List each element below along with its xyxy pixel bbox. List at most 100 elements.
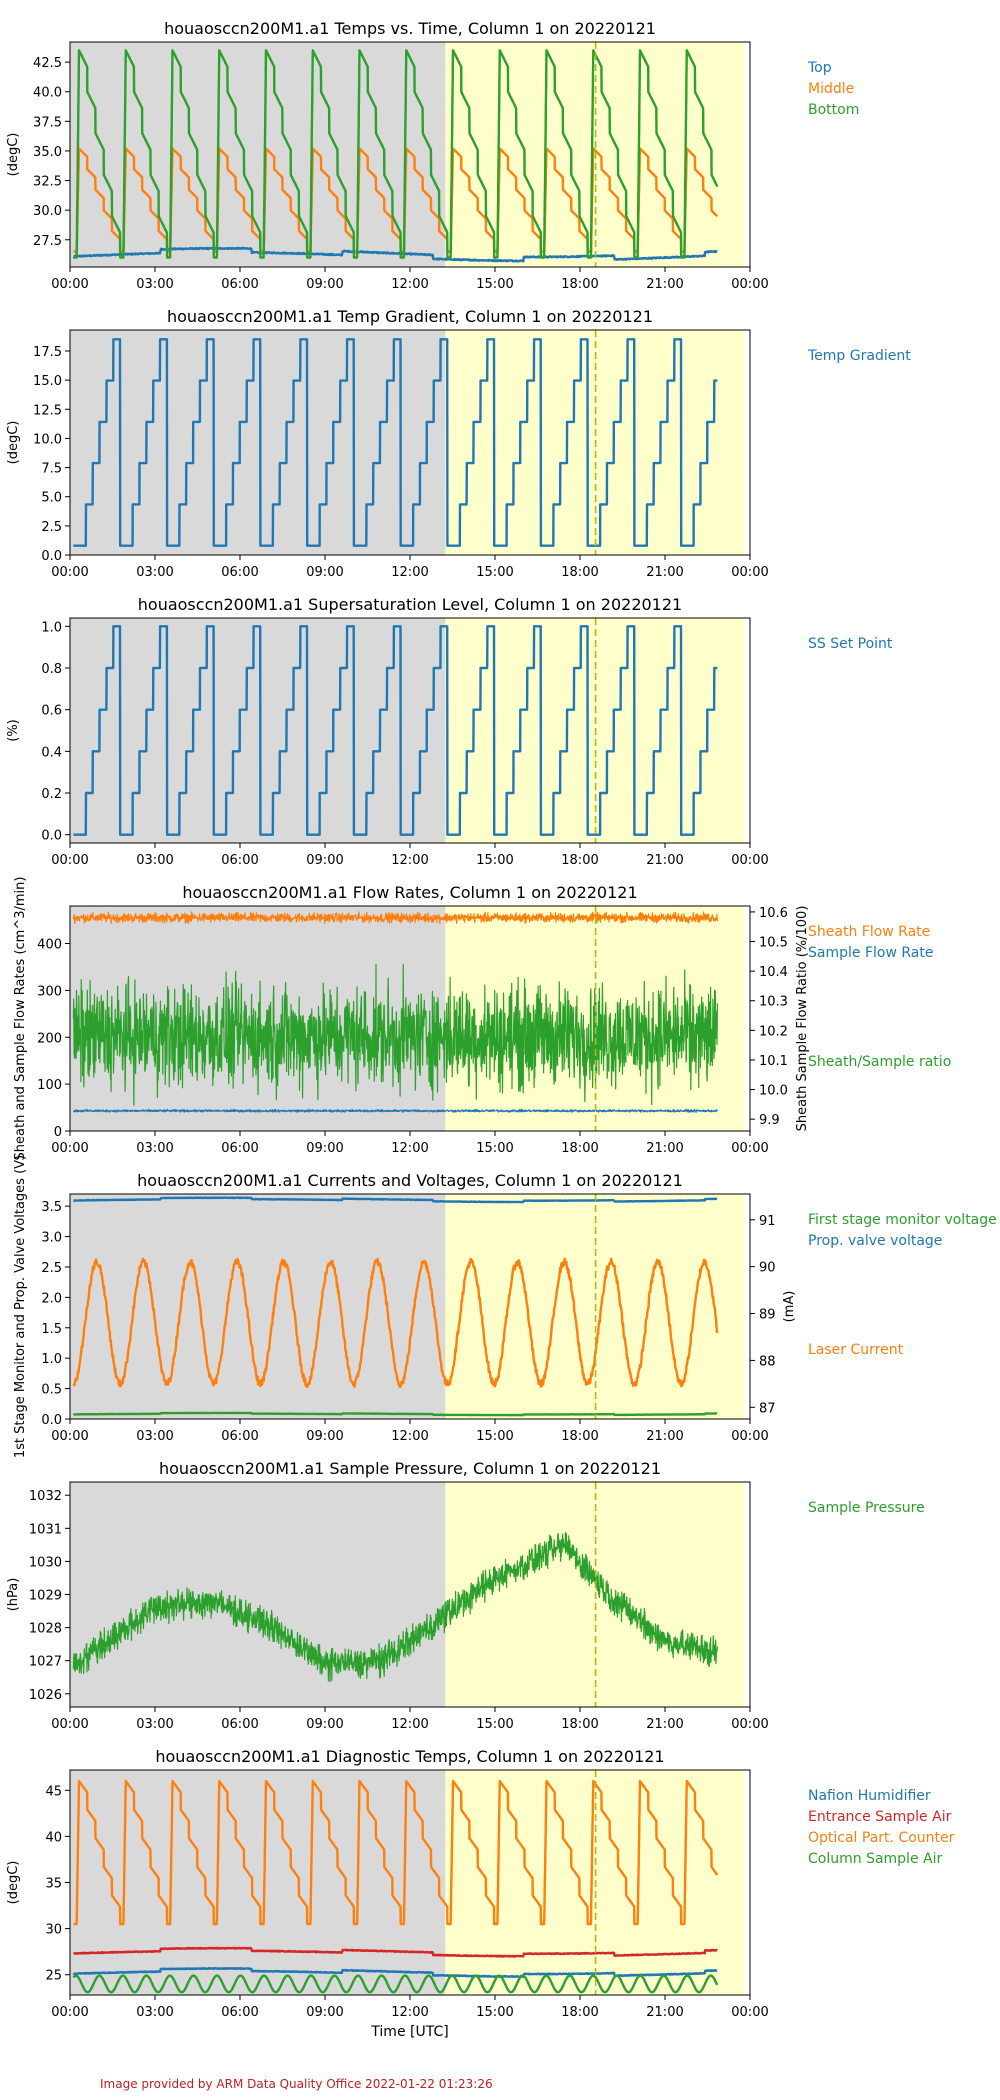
panel-title: houaosccn200M1.a1 Supersaturation Level,…	[138, 595, 682, 614]
legend-entry: SS Set Point	[808, 636, 893, 652]
y-tick-label: 42.5	[33, 56, 62, 71]
x-tick-label: 18:00	[561, 853, 598, 868]
x-tick-label: 03:00	[136, 1141, 173, 1156]
x-tick-label: 12:00	[391, 853, 428, 868]
x-tick-label: 15:00	[476, 1717, 513, 1732]
legend-entry: Sample Flow Rate	[808, 945, 933, 961]
x-tick-label: 06:00	[221, 1141, 258, 1156]
y-axis-label: (%)	[6, 719, 21, 742]
y-tick-label: 2.5	[41, 1261, 62, 1276]
y-tick-label: 10.0	[33, 432, 62, 447]
plot-frame	[69, 1481, 751, 1708]
x-tick-label: 00:00	[51, 565, 88, 580]
y-tick-label: 400	[37, 938, 62, 953]
series-line-temp-gradient	[72, 338, 719, 547]
x-tick-label: 00:00	[51, 1141, 88, 1156]
x-tick-label: 00:00	[51, 1717, 88, 1732]
plot-frame	[69, 1193, 751, 1420]
series-line-sample-flow-rate	[72, 1108, 718, 1113]
x-tick-label: 06:00	[221, 277, 258, 292]
x-tick-label: 09:00	[306, 853, 343, 868]
y-tick-label: 0.8	[41, 662, 62, 677]
y-tick-label: 25	[45, 1969, 62, 1984]
legend-entry: Laser Current	[808, 1342, 904, 1358]
y-tick-label: 0.5	[41, 1383, 62, 1398]
legend-entry: Nafion Humidifier	[808, 1788, 931, 1804]
x-tick-label: 09:00	[306, 1141, 343, 1156]
x-tick-label: 00:00	[731, 277, 768, 292]
y-axis-label: (hPa)	[6, 1578, 21, 1612]
x-tick-label: 06:00	[221, 565, 258, 580]
x-tick-label: 18:00	[561, 1141, 598, 1156]
y-tick-label: 3.5	[41, 1200, 62, 1215]
series-line-sample-pressure	[72, 1532, 718, 1683]
x-axis-label: Time [UTC]	[370, 2024, 448, 2040]
y-tick-label: 40	[45, 1830, 62, 1845]
y-tick-label: 3.0	[41, 1231, 62, 1246]
y-axis-label: 1st Stage Monitor and Prop. Valve Voltag…	[13, 1155, 28, 1458]
series-line-ss-set-point	[72, 625, 719, 836]
y-tick-label: 0.4	[41, 745, 62, 760]
x-tick-label: 03:00	[136, 565, 173, 580]
x-tick-label: 03:00	[136, 1429, 173, 1444]
y-tick-label: 32.5	[33, 175, 62, 190]
y-tick-label: 7.5	[41, 462, 62, 477]
y-tick-label: 1.0	[41, 620, 62, 635]
x-tick-label: 21:00	[646, 1717, 683, 1732]
series-line-first-stage-monitor-voltage	[72, 1411, 718, 1417]
y-tick-label: 200	[37, 1031, 62, 1046]
x-tick-label: 00:00	[51, 2005, 88, 2020]
x-tick-label: 12:00	[391, 1141, 428, 1156]
panel-title: houaosccn200M1.a1 Temps vs. Time, Column…	[164, 19, 656, 38]
x-tick-label: 09:00	[306, 1429, 343, 1444]
x-tick-label: 18:00	[561, 565, 598, 580]
y-tick-label: 1.0	[41, 1352, 62, 1367]
y-tick-label: 1029	[29, 1589, 62, 1604]
series-line-middle	[72, 147, 719, 253]
series-line-column-sample-air	[72, 1974, 719, 1994]
x-tick-label: 18:00	[561, 1717, 598, 1732]
panel-title: houaosccn200M1.a1 Flow Rates, Column 1 o…	[182, 883, 637, 902]
panel-1: houaosccn200M1.a1 Temps vs. Time, Column…	[6, 19, 859, 292]
x-tick-label: 18:00	[561, 1429, 598, 1444]
legend-entry: Middle	[808, 81, 854, 97]
series-line-sheath-sample-ratio	[72, 963, 718, 1106]
plot-frame	[69, 329, 751, 556]
x-tick-label: 12:00	[391, 1429, 428, 1444]
y-tick-label: 1026	[29, 1688, 62, 1703]
panel-2: houaosccn200M1.a1 Temp Gradient, Column …	[6, 307, 911, 580]
x-tick-label: 00:00	[51, 277, 88, 292]
x-tick-label: 06:00	[221, 1717, 258, 1732]
y-tick-label: 27.5	[33, 234, 62, 249]
x-tick-label: 09:00	[306, 2005, 343, 2020]
series-line-sheath-flow-rate	[72, 911, 718, 925]
x-tick-label: 21:00	[646, 565, 683, 580]
y-tick-label: 1027	[29, 1655, 62, 1670]
x-tick-label: 00:00	[51, 853, 88, 868]
x-tick-label: 15:00	[476, 277, 513, 292]
y-tick-label: 0	[54, 1125, 62, 1140]
legend-entry: First stage monitor voltage	[808, 1212, 997, 1228]
legend-entry: Sample Pressure	[808, 1500, 925, 1516]
x-tick-label: 15:00	[476, 1429, 513, 1444]
panel-6: houaosccn200M1.a1 Sample Pressure, Colum…	[6, 1459, 925, 1732]
x-tick-label: 09:00	[306, 1717, 343, 1732]
series-line-laser-current	[72, 1257, 719, 1389]
y2-tick-label: 10.3	[759, 995, 788, 1010]
y-axis-label: (degC)	[6, 421, 21, 465]
panel-3: houaosccn200M1.a1 Supersaturation Level,…	[6, 595, 893, 868]
y-tick-label: 0.0	[41, 1413, 62, 1428]
y-tick-label: 100	[37, 1078, 62, 1093]
y-axis-label: (degC)	[6, 133, 21, 177]
legend-entry: Prop. valve voltage	[808, 1233, 942, 1249]
x-tick-label: 21:00	[646, 1429, 683, 1444]
plot-frame	[69, 905, 751, 1132]
legend-entry: Optical Part. Counter	[808, 1830, 955, 1846]
x-tick-label: 15:00	[476, 853, 513, 868]
series-line-optical-part-counter	[72, 1779, 719, 1926]
legend-entry: Column Sample Air	[808, 1851, 942, 1867]
y-tick-label: 300	[37, 984, 62, 999]
x-tick-label: 15:00	[476, 2005, 513, 2020]
y-tick-label: 1031	[29, 1522, 62, 1537]
y-tick-label: 5.0	[41, 491, 62, 506]
